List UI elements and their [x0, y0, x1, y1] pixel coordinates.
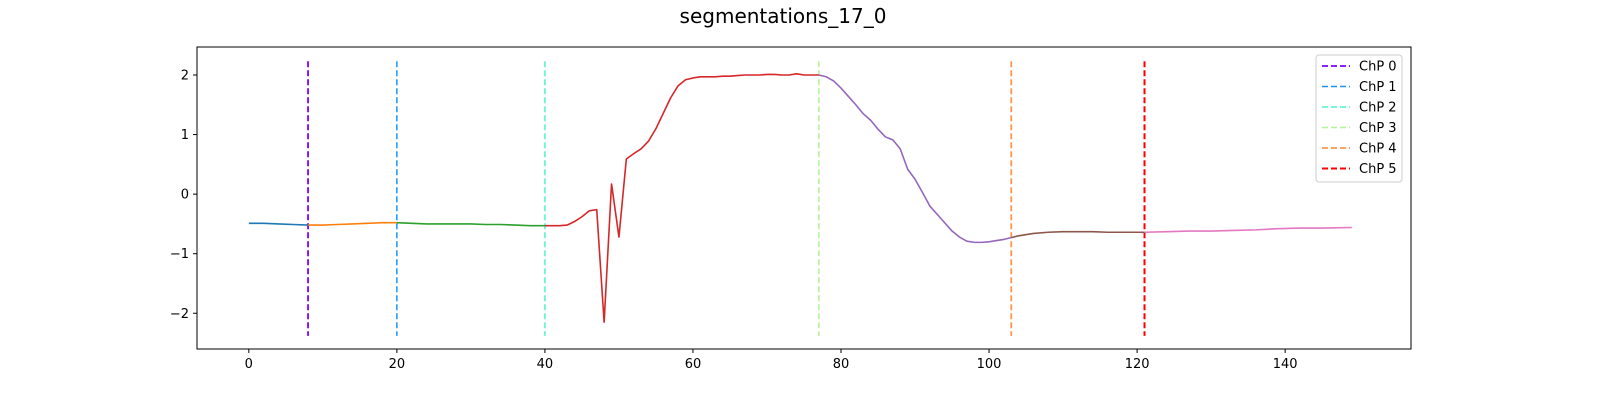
- segment-line-3: [544, 73, 819, 324]
- chart-title: segmentations_17_0: [680, 4, 887, 28]
- x-tick-label: 40: [537, 357, 554, 372]
- x-tick-label: 0: [245, 357, 253, 372]
- segment-line-2: [396, 221, 545, 227]
- plot-area-frame: [196, 46, 1412, 350]
- y-tick-label: −2: [170, 307, 189, 322]
- x-tick-label: 20: [389, 357, 406, 372]
- segment-line-0: [248, 222, 309, 226]
- x-tick-label: 140: [1273, 357, 1298, 372]
- segment-line-5: [1011, 230, 1145, 239]
- legend-label-4: ChP 4: [1359, 142, 1397, 157]
- y-axis: −2 −1 0 1 2: [170, 68, 197, 322]
- y-tick-label: −1: [170, 247, 189, 262]
- legend-label-1: ChP 1: [1359, 80, 1397, 95]
- legend-box: [1315, 54, 1403, 183]
- x-tick-label: 60: [685, 357, 702, 372]
- changepoint-lines: [307, 61, 1146, 336]
- x-tick-label: 120: [1125, 357, 1150, 372]
- y-tick-label: 1: [181, 128, 189, 143]
- segment-line-1: [308, 221, 397, 226]
- series-lines: [248, 73, 1352, 324]
- y-tick-label: 2: [181, 68, 189, 83]
- segment-line-6: [1144, 226, 1352, 234]
- x-tick-label: 100: [977, 357, 1002, 372]
- legend-label-2: ChP 2: [1359, 101, 1397, 116]
- y-tick-label: 0: [181, 188, 189, 203]
- x-axis: 0 20 40 60 80 100 120 140: [245, 349, 1298, 372]
- legend-label-0: ChP 0: [1359, 60, 1397, 75]
- legend: ChP 0 ChP 1 ChP 2 ChP 3 ChP 4 ChP 5: [1315, 54, 1403, 183]
- segment-line-4: [818, 74, 1012, 244]
- legend-label-3: ChP 3: [1359, 121, 1397, 136]
- x-tick-label: 80: [833, 357, 850, 372]
- legend-label-5: ChP 5: [1359, 162, 1397, 177]
